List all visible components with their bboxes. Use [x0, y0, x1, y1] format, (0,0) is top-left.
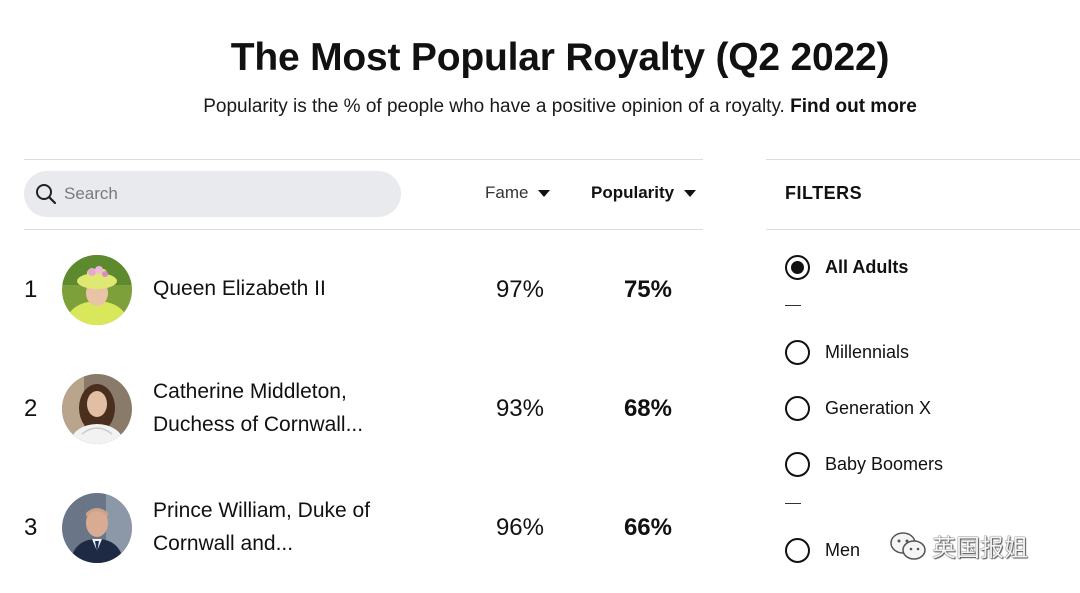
filter-men[interactable]: Men [785, 538, 860, 563]
radio-icon[interactable] [785, 396, 810, 421]
subtitle-text: Popularity is the % of people who have a… [203, 96, 785, 117]
popularity-value: 68% [623, 395, 672, 422]
royal-name: Prince William, Duke of Cornwall and... [153, 499, 371, 555]
separator [785, 305, 801, 306]
filter-label: All Adults [825, 257, 909, 277]
royal-name: Catherine Middleton, Duchess of Cornwall… [153, 380, 364, 436]
radio-selected-icon[interactable] [785, 255, 810, 280]
radio-icon[interactable] [785, 452, 810, 477]
caret-down-icon [538, 189, 551, 197]
divider [766, 159, 1080, 160]
rank: 1 [24, 276, 38, 303]
filter-baby-boomers[interactable]: Baby Boomers [785, 452, 943, 477]
divider [24, 229, 703, 230]
page-title: The Most Popular Royalty (Q2 2022) [230, 36, 890, 79]
caret-down-icon [684, 189, 697, 197]
table-row[interactable]: 3 Prince William, Duke of Cornwall and..… [0, 473, 703, 583]
radio-icon[interactable] [785, 538, 810, 563]
separator [785, 503, 801, 504]
avatar-queen-elizabeth [62, 255, 132, 325]
search-input[interactable] [64, 184, 364, 204]
fame-value: 93% [495, 395, 544, 422]
filter-generation-x[interactable]: Generation X [785, 396, 931, 421]
popularity-value: 66% [623, 514, 672, 541]
table-row[interactable]: 1 Queen Elizabeth II 97% 75% [0, 235, 703, 345]
wechat-icon [890, 531, 926, 560]
filters-heading: FILTERS [785, 183, 863, 203]
search-icon [36, 184, 57, 205]
divider [24, 159, 703, 160]
filter-label: Baby Boomers [825, 454, 944, 474]
filter-label: Men [825, 540, 861, 560]
rank: 2 [24, 395, 38, 422]
popularity-value: 75% [623, 276, 672, 303]
fame-value: 96% [495, 514, 544, 541]
radio-icon[interactable] [785, 340, 810, 365]
table-row[interactable]: 2 Catherine Middleton, Duchess of Cornwa… [0, 354, 703, 464]
search-box[interactable] [24, 171, 401, 217]
sort-fame-button[interactable]: Fame [485, 183, 551, 203]
filter-label: Generation X [825, 398, 932, 418]
fame-value: 97% [495, 276, 544, 303]
filter-all-adults[interactable]: All Adults [785, 255, 908, 280]
filter-label: Millennials [825, 342, 910, 362]
find-out-more-link[interactable]: Find out more [790, 96, 917, 117]
watermark-text: 英国报姐 [932, 534, 1028, 562]
page-subtitle: Popularity is the % of people who have a… [0, 96, 1080, 118]
watermark: 英国报姐 [888, 528, 1028, 563]
filter-millennials[interactable]: Millennials [785, 340, 909, 365]
rank: 3 [24, 514, 38, 541]
sort-popularity-label: Popularity [591, 183, 675, 202]
divider [766, 229, 1080, 230]
avatar-prince-william [62, 493, 132, 563]
sort-fame-label: Fame [485, 183, 529, 202]
royal-name: Queen Elizabeth II [153, 277, 326, 300]
avatar-catherine-middleton [62, 374, 132, 444]
sort-popularity-button[interactable]: Popularity [591, 183, 697, 203]
